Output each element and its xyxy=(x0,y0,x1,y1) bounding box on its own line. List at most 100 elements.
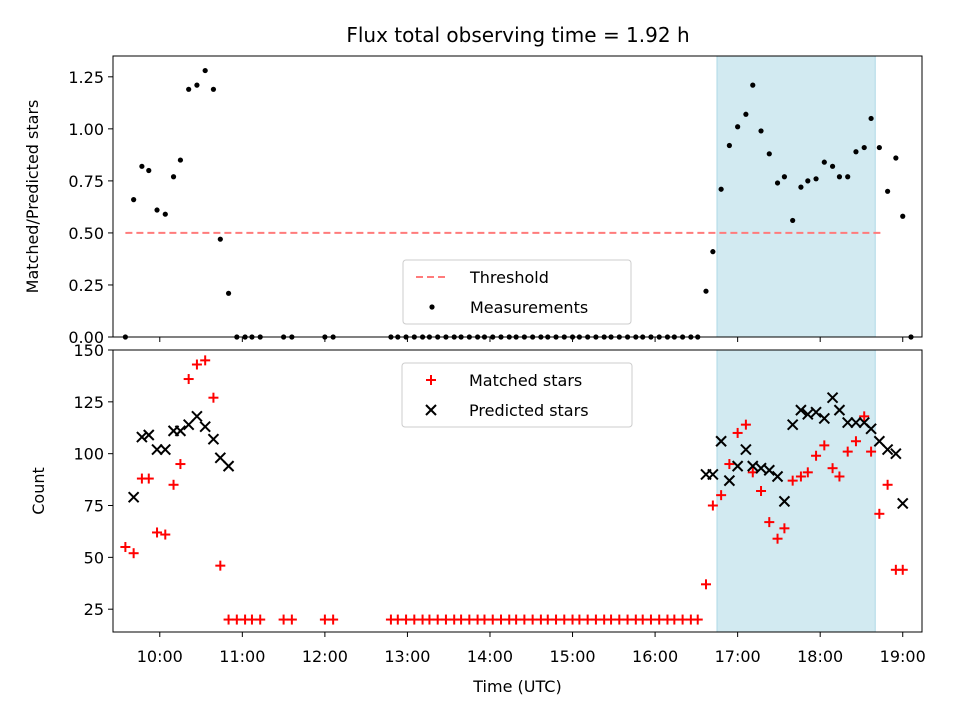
predicted-star-marker xyxy=(723,474,736,487)
measurement-point xyxy=(861,144,867,151)
matched-star-marker xyxy=(175,459,186,470)
axes-frame xyxy=(112,55,923,338)
predicted-star-marker xyxy=(841,416,854,429)
legend: Threshold Measurements xyxy=(402,259,632,325)
x-tick-label: 13:00 xyxy=(384,647,430,666)
predicted-star-marker xyxy=(740,443,752,456)
matched-star-marker xyxy=(152,527,163,538)
measurement-point xyxy=(836,174,843,180)
measurement-point xyxy=(821,159,827,165)
matched-star-marker xyxy=(707,500,718,511)
matched-star-marker xyxy=(328,614,339,625)
matched-star-marker xyxy=(732,427,743,438)
measurement-point xyxy=(893,155,899,161)
predicted-star-marker xyxy=(786,418,799,431)
y-tick-label: 1.00 xyxy=(68,120,104,139)
measurement-point xyxy=(217,236,223,242)
matched-star-marker xyxy=(724,459,735,470)
y-tick-label: 75 xyxy=(84,497,104,516)
matched-star-marker xyxy=(191,359,202,370)
x-tick-label: 14:00 xyxy=(467,647,513,666)
measurement-point xyxy=(766,151,772,157)
matched-star-marker xyxy=(208,392,219,403)
measurement-point xyxy=(735,124,741,130)
measurement-point xyxy=(718,186,724,192)
predicted-star-marker xyxy=(897,497,909,510)
matched-star-marker xyxy=(168,479,179,490)
legend-label: Predicted stars xyxy=(469,401,589,420)
measurement-point xyxy=(790,217,796,224)
matched-star-marker xyxy=(215,560,226,571)
y-tick-label: 25 xyxy=(84,600,104,619)
x-tick-label: 16:00 xyxy=(632,647,678,666)
matched-star-marker xyxy=(802,467,813,478)
matched-star-marker xyxy=(787,475,798,486)
matched-star-marker xyxy=(692,614,703,625)
measurement-point xyxy=(210,86,217,92)
matched-star-marker xyxy=(842,446,853,457)
bottom-panel: 25 50 75 100 125 150 10:00 11:00 12:00 13:00 14:00… xyxy=(29,341,926,696)
predicted-star-marker xyxy=(747,460,759,472)
y-axis-label: Matched/Predicted stars xyxy=(23,100,42,294)
legend-label: Matched stars xyxy=(469,371,582,390)
matched-star-marker xyxy=(819,440,830,451)
measurement-point xyxy=(131,197,137,203)
matched-star-marker xyxy=(740,419,751,430)
predicted-star-marker xyxy=(731,460,744,472)
legend-label: Measurements xyxy=(470,298,588,317)
predicted-star-marker xyxy=(833,404,846,416)
matched-star-marker xyxy=(834,471,845,482)
matched-star-marker xyxy=(200,355,211,366)
matched-star-marker xyxy=(160,529,171,540)
measurement-point xyxy=(758,128,764,134)
x-axis-label: Time (UTC) xyxy=(472,677,561,696)
predicted-star-marker xyxy=(127,491,140,503)
matched-star-marker xyxy=(756,486,767,496)
matched-star-marker xyxy=(716,490,727,501)
y-tick-label: 150 xyxy=(73,341,104,360)
matched-star-marker xyxy=(874,508,885,519)
y-tick-label: 0.75 xyxy=(68,172,104,191)
measurement-point xyxy=(829,163,836,169)
measurement-point xyxy=(774,180,781,186)
measurement-point xyxy=(876,144,882,151)
predicted-star-marker xyxy=(826,391,839,404)
predicted-star-marker xyxy=(707,468,719,481)
predicted-star-marker xyxy=(136,431,148,443)
predicted-star-marker xyxy=(755,462,767,474)
matched-star-marker xyxy=(120,541,131,552)
predicted-star-marker xyxy=(159,443,171,456)
y-axis-label: Count xyxy=(29,467,48,515)
top-panel: 0.00 0.25 0.50 0.75 1.00 1.25 Matched/Predicte… xyxy=(23,55,923,347)
measurement-point xyxy=(186,86,192,92)
measurement-point xyxy=(162,211,168,217)
y-tick-label: 0.50 xyxy=(68,224,104,243)
predicted-star-marker xyxy=(199,421,211,433)
measurement-point xyxy=(154,207,160,213)
chart-title: Flux total observing time = 1.92 h xyxy=(346,23,689,47)
matched-star-marker xyxy=(850,436,861,447)
y-tick-label: 100 xyxy=(73,445,104,464)
measurement-point xyxy=(139,163,145,169)
measurement-point xyxy=(225,290,232,296)
matched-star-marker xyxy=(811,450,822,461)
measurement-point xyxy=(170,174,177,180)
observing-window-shade xyxy=(716,55,876,338)
measurement-point xyxy=(781,174,788,180)
legend-predicted-key xyxy=(425,404,437,416)
matched-star-marker xyxy=(128,548,139,559)
measurement-point xyxy=(798,184,804,190)
x-tick-label: 11:00 xyxy=(219,647,265,666)
predicted-star-marker xyxy=(151,443,163,456)
y-tick-label: 1.25 xyxy=(68,68,104,87)
legend-label: Threshold xyxy=(469,268,549,287)
matched-star-marker xyxy=(795,471,806,482)
predicted-star-marker xyxy=(174,425,187,437)
legend-box xyxy=(402,259,632,325)
predicted-star-marker xyxy=(191,410,203,423)
matched-star-marker xyxy=(764,517,775,528)
matched-star-marker xyxy=(286,614,297,625)
predicted-star-marker xyxy=(143,429,155,441)
matched-star-marker xyxy=(779,523,790,534)
